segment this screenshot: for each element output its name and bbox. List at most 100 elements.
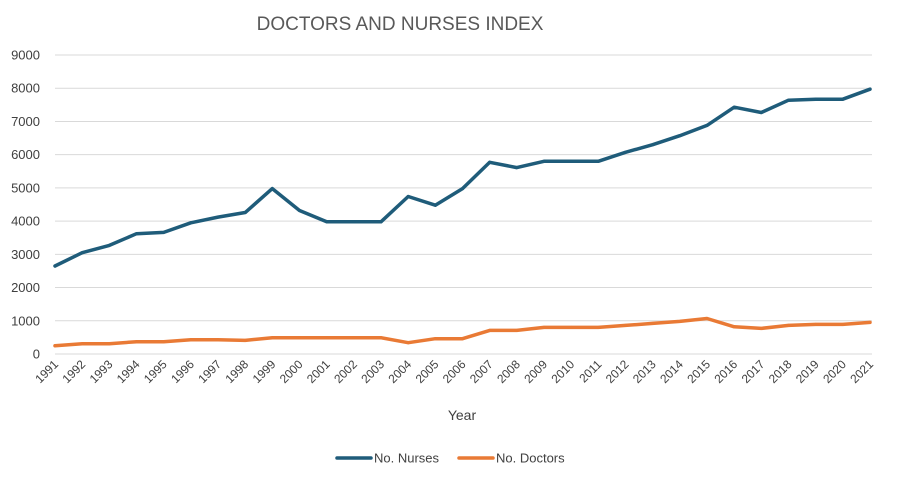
y-tick-label: 9000: [11, 48, 40, 63]
data-point: [406, 195, 410, 198]
data-point: [80, 251, 84, 255]
x-tick-label: 2019: [793, 357, 822, 386]
x-tick-label: 1995: [141, 357, 170, 386]
x-tick-label: 2007: [467, 357, 496, 386]
chart-title: DOCTORS AND NURSES INDEX: [257, 14, 544, 35]
x-tick-label: 2006: [440, 357, 469, 386]
data-point: [135, 232, 138, 236]
data-point: [759, 111, 763, 114]
x-tick-label: 2000: [277, 357, 306, 386]
data-point: [841, 322, 845, 326]
x-tick-label: 2021: [847, 357, 876, 386]
data-point: [298, 209, 301, 212]
x-tick-label: 2012: [603, 357, 632, 386]
data-point: [53, 264, 57, 268]
data-point: [325, 336, 329, 340]
x-tick-label: 2018: [766, 357, 795, 386]
data-point: [379, 220, 383, 224]
series-line: [53, 87, 872, 268]
x-tick-label: 2002: [331, 357, 360, 386]
x-tick-label: 1998: [223, 357, 252, 386]
data-point: [352, 336, 356, 340]
x-tick-label: 1996: [168, 357, 197, 386]
data-point: [705, 317, 709, 320]
legend-label: No. Doctors: [496, 451, 565, 466]
data-point: [678, 134, 682, 138]
data-point: [325, 220, 329, 224]
data-point: [80, 342, 84, 346]
data-point: [107, 342, 111, 346]
data-point: [298, 336, 301, 340]
data-point: [352, 220, 356, 224]
y-tick-label: 0: [33, 347, 40, 362]
x-tick-label: 2011: [576, 357, 604, 385]
x-tick-label: 2010: [549, 357, 578, 386]
data-point: [596, 325, 600, 329]
data-point: [651, 143, 655, 147]
data-point: [542, 325, 546, 329]
data-point: [488, 160, 492, 164]
x-axis-title: Year: [448, 407, 477, 423]
x-tick-label: 2001: [304, 357, 333, 386]
data-point: [189, 338, 193, 342]
data-point: [787, 323, 790, 327]
series-line: [53, 316, 872, 348]
x-axis-ticks: 1991199219931994199519961997199819992000…: [32, 357, 876, 386]
y-axis-ticks: 0 1000 2000 3000 4000 5000 6000 7000 8000 9000: [11, 48, 40, 362]
y-tick-label: 6000: [11, 147, 40, 162]
data-point: [596, 159, 600, 163]
data-point: [651, 321, 655, 325]
series-doctors: [53, 316, 872, 348]
data-point: [515, 166, 519, 170]
x-tick-label: 1999: [250, 357, 279, 386]
data-point: [678, 319, 682, 323]
data-point: [162, 230, 166, 234]
data-point: [624, 150, 627, 154]
data-point: [624, 323, 627, 327]
x-tick-label: 2020: [820, 357, 849, 386]
data-point: [868, 320, 872, 324]
data-point: [243, 211, 247, 214]
x-tick-label: 2017: [739, 357, 768, 386]
data-point: [270, 187, 274, 191]
y-tick-label: 2000: [11, 280, 40, 295]
data-point: [243, 338, 247, 342]
data-point: [841, 97, 845, 101]
data-point: [814, 97, 818, 101]
data-point: [216, 215, 220, 219]
data-point: [868, 87, 872, 91]
data-point: [705, 123, 709, 127]
data-point: [732, 325, 736, 329]
legend-label: No. Nurses: [374, 451, 440, 466]
data-point: [488, 328, 492, 332]
series-lines: [53, 87, 872, 348]
data-point: [162, 340, 166, 344]
data-point: [569, 325, 573, 329]
data-point: [107, 243, 111, 247]
x-tick-label: 2004: [386, 357, 415, 386]
y-tick-label: 8000: [11, 81, 40, 96]
data-point: [270, 336, 274, 340]
x-tick-label: 1993: [87, 357, 116, 386]
data-point: [189, 221, 193, 225]
legend-item: No. Nurses: [335, 451, 440, 466]
legend: No. Nurses No. Doctors: [335, 451, 565, 466]
x-tick-label: 2005: [413, 357, 442, 386]
x-tick-label: 2016: [712, 357, 741, 386]
data-point: [515, 328, 519, 332]
data-point: [759, 326, 763, 330]
x-tick-label: 2015: [684, 357, 713, 386]
x-tick-label: 1997: [195, 357, 224, 386]
data-point: [135, 340, 138, 344]
x-tick-label: 2009: [521, 357, 550, 386]
data-point: [569, 159, 573, 163]
gridlines: [55, 54, 872, 355]
y-tick-label: 4000: [11, 214, 40, 229]
data-point: [379, 336, 383, 340]
data-point: [732, 105, 736, 109]
x-tick-label: 2013: [630, 357, 659, 386]
y-tick-label: 7000: [11, 114, 40, 129]
data-point: [461, 187, 464, 191]
data-point: [406, 341, 410, 345]
